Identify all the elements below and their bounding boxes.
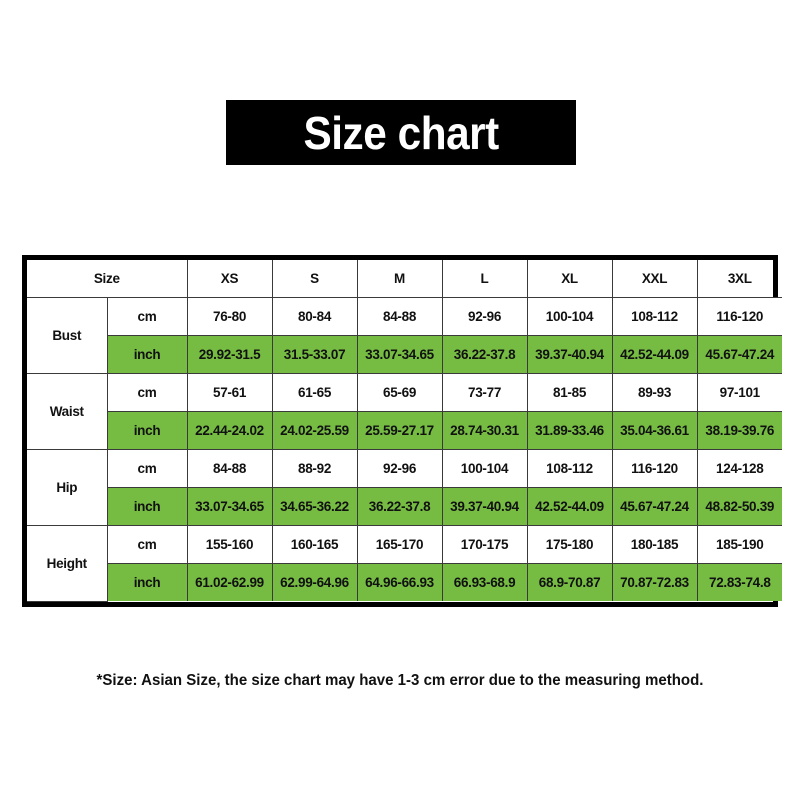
cell-waist-inch-l: 28.74-30.31 bbox=[441, 411, 528, 450]
cell-hip-inch-s: 34.65-36.22 bbox=[271, 487, 358, 526]
unit-label-cm-hip: cm bbox=[106, 449, 188, 488]
unit-label-inch-height: inch bbox=[107, 563, 188, 601]
cell-waist-inch-s: 24.02-25.59 bbox=[271, 411, 358, 450]
size-chart-footnote: *Size: Asian Size, the size chart may ha… bbox=[96, 672, 704, 689]
cell-height-inch-xxl: 70.87-72.83 bbox=[611, 563, 698, 601]
cell-bust-cm-m: 84-88 bbox=[356, 297, 443, 336]
cell-waist-cm-xs: 57-61 bbox=[186, 373, 273, 412]
header-size-l: L bbox=[441, 260, 528, 298]
cell-waist-inch-m: 25.59-27.17 bbox=[356, 411, 443, 450]
table-row: Waist cm 57-61 61-65 65-69 73-77 81-85 89-93 97-… bbox=[27, 373, 783, 450]
cell-hip-inch-3xl: 48.82-50.39 bbox=[696, 487, 783, 526]
cell-waist-cm-3xl: 97-101 bbox=[696, 373, 783, 412]
row-label-height: Height bbox=[27, 525, 108, 602]
cell-bust-cm-s: 80-84 bbox=[271, 297, 358, 336]
cell-height-cm-xs: 155-160 bbox=[186, 525, 273, 564]
unit-label-cm-height: cm bbox=[106, 525, 188, 564]
cell-bust-cm-xl: 100-104 bbox=[526, 297, 613, 336]
header-size-3xl: 3XL bbox=[696, 260, 783, 298]
cell-bust-inch-xs: 29.92-31.5 bbox=[186, 335, 273, 374]
table-row: inch 61.02-62.99 62.99-64.96 64.96-66.93 66.… bbox=[27, 563, 783, 601]
cell-hip-cm-xl: 108-112 bbox=[526, 449, 613, 488]
cell-height-inch-xl: 68.9-70.87 bbox=[526, 563, 613, 601]
cell-hip-cm-m: 92-96 bbox=[356, 449, 443, 488]
cell-height-cm-s: 160-165 bbox=[271, 525, 358, 564]
table-row: inch 33.07-34.65 34.65-36.22 36.22-37.8 39.3… bbox=[27, 487, 783, 526]
header-size-corner: Size bbox=[27, 260, 188, 298]
cell-height-cm-xl: 175-180 bbox=[526, 525, 613, 564]
cell-waist-inch-xxl: 35.04-36.61 bbox=[611, 411, 698, 450]
cell-waist-cm-l: 73-77 bbox=[441, 373, 528, 412]
cell-height-inch-s: 62.99-64.96 bbox=[271, 563, 358, 601]
unit-label-cm-waist: cm bbox=[106, 373, 188, 412]
unit-label-inch-hip: inch bbox=[107, 487, 188, 526]
cell-height-inch-m: 64.96-66.93 bbox=[356, 563, 443, 601]
cell-bust-cm-3xl: 116-120 bbox=[696, 297, 783, 336]
cell-hip-inch-xxl: 45.67-47.24 bbox=[611, 487, 698, 526]
cell-bust-inch-xl: 39.37-40.94 bbox=[526, 335, 613, 374]
header-size-m: M bbox=[356, 260, 443, 298]
cell-height-cm-l: 170-175 bbox=[441, 525, 528, 564]
cell-waist-cm-xxl: 89-93 bbox=[611, 373, 698, 412]
cell-height-inch-xs: 61.02-62.99 bbox=[186, 563, 273, 601]
table-row: Bust cm 76-80 80-84 84-88 92-96 100-104 108-112… bbox=[27, 297, 783, 374]
cell-hip-cm-s: 88-92 bbox=[271, 449, 358, 488]
cell-waist-inch-3xl: 38.19-39.76 bbox=[696, 411, 783, 450]
cell-hip-cm-l: 100-104 bbox=[441, 449, 528, 488]
size-chart-title-banner: Size chart bbox=[226, 100, 576, 165]
unit-label-inch-waist: inch bbox=[107, 411, 188, 450]
cell-hip-cm-3xl: 124-128 bbox=[696, 449, 783, 488]
cell-bust-cm-l: 92-96 bbox=[441, 297, 528, 336]
cell-height-cm-3xl: 185-190 bbox=[696, 525, 783, 564]
cell-bust-inch-xxl: 42.52-44.09 bbox=[611, 335, 698, 374]
cell-bust-inch-3xl: 45.67-47.24 bbox=[696, 335, 783, 374]
header-size-xxl: XXL bbox=[611, 260, 698, 298]
cell-waist-cm-m: 65-69 bbox=[356, 373, 443, 412]
cell-bust-inch-s: 31.5-33.07 bbox=[271, 335, 358, 374]
row-label-waist: Waist bbox=[27, 373, 108, 450]
size-chart-table: Size XS S M L XL XXL 3XL Bust cm 76-80 80-84 84-88 92… bbox=[27, 260, 783, 602]
table-row: Height cm 155-160 160-165 165-170 170-175 175-… bbox=[27, 525, 783, 602]
size-chart-table-container: Size XS S M L XL XXL 3XL Bust cm 76-80 80-84 84-88 92… bbox=[22, 255, 783, 607]
cell-bust-inch-m: 33.07-34.65 bbox=[356, 335, 443, 374]
cell-height-inch-3xl: 72.83-74.8 bbox=[696, 563, 783, 601]
table-row: Hip cm 84-88 88-92 92-96 100-104 108-112 116-12… bbox=[27, 449, 783, 526]
unit-label-inch-bust: inch bbox=[107, 335, 188, 374]
cell-waist-inch-xl: 31.89-33.46 bbox=[526, 411, 613, 450]
cell-height-inch-l: 66.93-68.9 bbox=[441, 563, 528, 601]
cell-waist-inch-xs: 22.44-24.02 bbox=[186, 411, 273, 450]
cell-bust-cm-xs: 76-80 bbox=[186, 297, 273, 336]
table-row: inch 29.92-31.5 31.5-33.07 33.07-34.65 36.22… bbox=[27, 335, 783, 374]
row-label-bust: Bust bbox=[27, 297, 108, 374]
table-row: inch 22.44-24.02 24.02-25.59 25.59-27.17 28.… bbox=[27, 411, 783, 450]
header-size-xs: XS bbox=[186, 260, 273, 298]
cell-height-cm-xxl: 180-185 bbox=[611, 525, 698, 564]
cell-hip-inch-xl: 42.52-44.09 bbox=[526, 487, 613, 526]
cell-hip-cm-xs: 84-88 bbox=[186, 449, 273, 488]
cell-hip-inch-l: 39.37-40.94 bbox=[441, 487, 528, 526]
page-title: Size chart bbox=[303, 106, 499, 159]
row-label-hip: Hip bbox=[27, 449, 108, 526]
header-size-s: S bbox=[271, 260, 358, 298]
cell-height-cm-m: 165-170 bbox=[356, 525, 443, 564]
cell-waist-cm-s: 61-65 bbox=[271, 373, 358, 412]
header-size-xl: XL bbox=[526, 260, 613, 298]
cell-waist-cm-xl: 81-85 bbox=[526, 373, 613, 412]
cell-hip-cm-xxl: 116-120 bbox=[611, 449, 698, 488]
cell-hip-inch-m: 36.22-37.8 bbox=[356, 487, 443, 526]
table-header-row: Size XS S M L XL XXL 3XL bbox=[27, 260, 783, 298]
cell-bust-inch-l: 36.22-37.8 bbox=[441, 335, 528, 374]
unit-label-cm-bust: cm bbox=[106, 297, 188, 336]
cell-hip-inch-xs: 33.07-34.65 bbox=[186, 487, 273, 526]
cell-bust-cm-xxl: 108-112 bbox=[611, 297, 698, 336]
